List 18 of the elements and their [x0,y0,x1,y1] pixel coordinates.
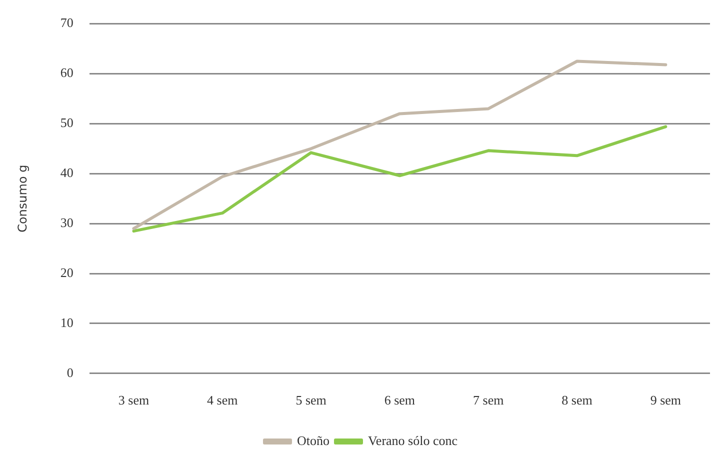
y-tick-label: 0 [66,364,74,380]
y-tick-label: 50 [60,115,74,130]
x-tick-label: 3 sem [118,392,150,408]
legend-label: Verano sólo conc [368,432,458,448]
x-tick-label: 4 sem [207,392,238,408]
x-tick-label: 6 sem [384,392,416,408]
y-tick-label: 10 [60,314,74,330]
y-tick-label: 40 [60,165,74,180]
legend-label: Otoño [296,432,330,448]
x-tick-label: 9 sem [650,392,682,408]
y-tick-label: 70 [60,15,74,30]
x-tick-label: 7 sem [473,392,504,408]
y-tick-label: 30 [60,214,74,230]
y-axis-title: Consumo g [15,164,30,232]
x-tick-label: 5 sem [296,392,326,408]
y-tick-label: 60 [60,65,74,80]
y-tick-label: 20 [60,264,74,280]
x-tick-label: 8 sem [562,392,592,408]
